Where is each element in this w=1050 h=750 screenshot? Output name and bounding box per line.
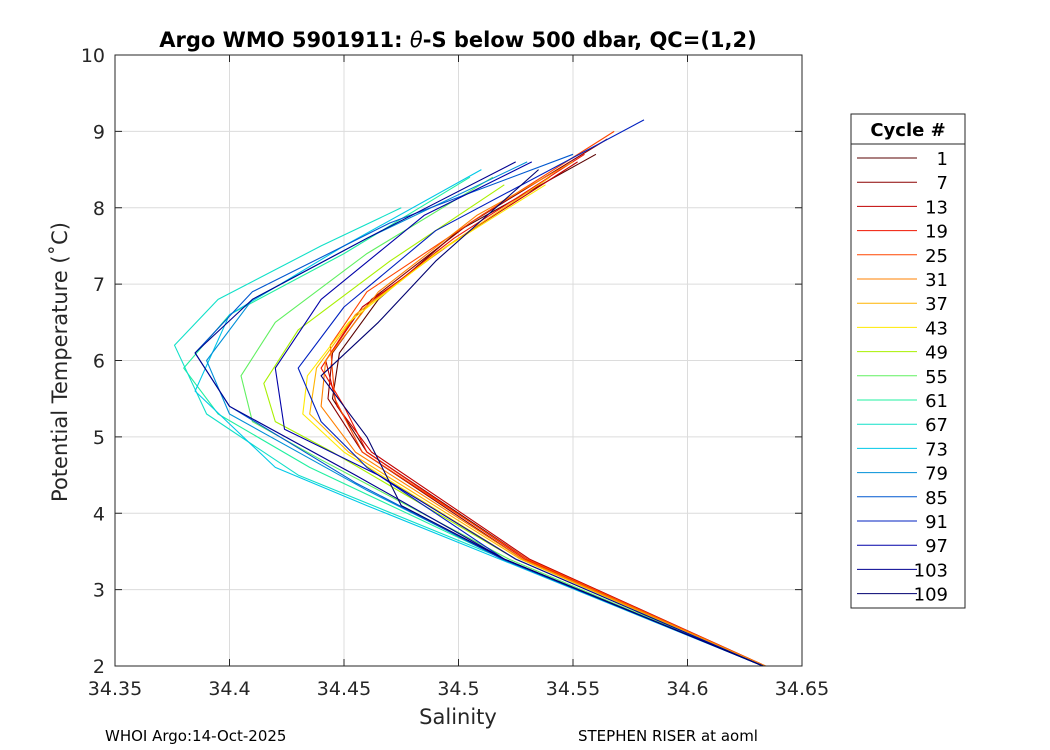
legend-label-61: 61 <box>925 391 948 412</box>
x-tick-label: 34.65 <box>775 678 829 700</box>
series-line-10 <box>240 176 764 667</box>
legend-label-49: 49 <box>925 343 948 364</box>
series-line-2 <box>327 138 764 667</box>
series-line-5 <box>329 130 766 667</box>
legend-label-97: 97 <box>925 536 948 557</box>
data-series <box>173 119 766 667</box>
series-line-18 <box>194 161 764 667</box>
footer-right: STEPHEN RISER at aoml <box>578 727 758 745</box>
series-line-4 <box>320 153 764 667</box>
legend-label-55: 55 <box>925 367 948 388</box>
y-tick-label: 6 <box>93 351 105 373</box>
footer-left: WHOI Argo:14-Oct-2025 <box>105 727 286 745</box>
legend-label-91: 91 <box>925 512 948 533</box>
series-line-17 <box>274 161 764 667</box>
x-tick-label: 34.4 <box>208 678 250 700</box>
legend-label-1: 1 <box>937 149 948 170</box>
legend-entries: 1 7 13 19 25 31 37 43 49 55 61 67 73 79 85 91 97 103 109 <box>857 149 948 606</box>
axis-ticks: 34.35 34.4 34.45 34.5 34.55 34.6 34.65 2 3 4 5 6 7 8 9… <box>81 45 829 700</box>
y-tick-label: 2 <box>93 656 105 678</box>
y-tick-label: 4 <box>93 503 105 525</box>
legend-label-103: 103 <box>914 560 948 581</box>
series-line-12 <box>173 207 764 667</box>
x-tick-label: 34.35 <box>88 678 142 700</box>
series-line-7 <box>309 176 764 667</box>
legend-box <box>850 113 966 609</box>
legend-label-7: 7 <box>937 173 948 194</box>
legend-label-43: 43 <box>925 318 948 339</box>
legend-label-37: 37 <box>925 294 948 315</box>
y-axis-label: Potential Temperature (˚C) <box>48 222 72 502</box>
legend: Cycle # 1 7 13 19 25 31 37 43 49 55 61 67 73 79 85 91 97… <box>850 113 966 609</box>
x-tick-label: 34.55 <box>546 678 600 700</box>
x-axis-label: Salinity <box>419 705 497 729</box>
x-tick-label: 34.5 <box>437 678 479 700</box>
y-tick-label: 10 <box>81 45 105 67</box>
series-line-19 <box>320 169 764 667</box>
y-tick-label: 7 <box>93 274 105 296</box>
legend-label-67: 67 <box>925 415 948 436</box>
y-tick-label: 8 <box>93 198 105 220</box>
x-tick-label: 34.6 <box>666 678 708 700</box>
legend-label-19: 19 <box>925 222 948 243</box>
chart-title: Argo WMO 5901911: θ-S below 500 dbar, QC… <box>159 28 756 52</box>
y-tick-label: 9 <box>93 121 105 143</box>
legend-label-13: 13 <box>925 197 948 218</box>
legend-label-109: 109 <box>914 585 948 606</box>
series-line-13 <box>194 169 764 667</box>
legend-label-79: 79 <box>925 464 948 485</box>
legend-label-85: 85 <box>925 488 948 509</box>
y-tick-label: 3 <box>93 580 105 602</box>
legend-title: Cycle # <box>870 120 945 141</box>
legend-label-73: 73 <box>925 439 948 460</box>
x-tick-label: 34.45 <box>317 678 371 700</box>
legend-label-31: 31 <box>925 270 948 291</box>
y-tick-label: 5 <box>93 427 105 449</box>
series-line-9 <box>263 184 764 667</box>
legend-label-25: 25 <box>925 246 948 267</box>
series-line-16 <box>297 119 764 667</box>
series-line-6 <box>320 161 766 667</box>
